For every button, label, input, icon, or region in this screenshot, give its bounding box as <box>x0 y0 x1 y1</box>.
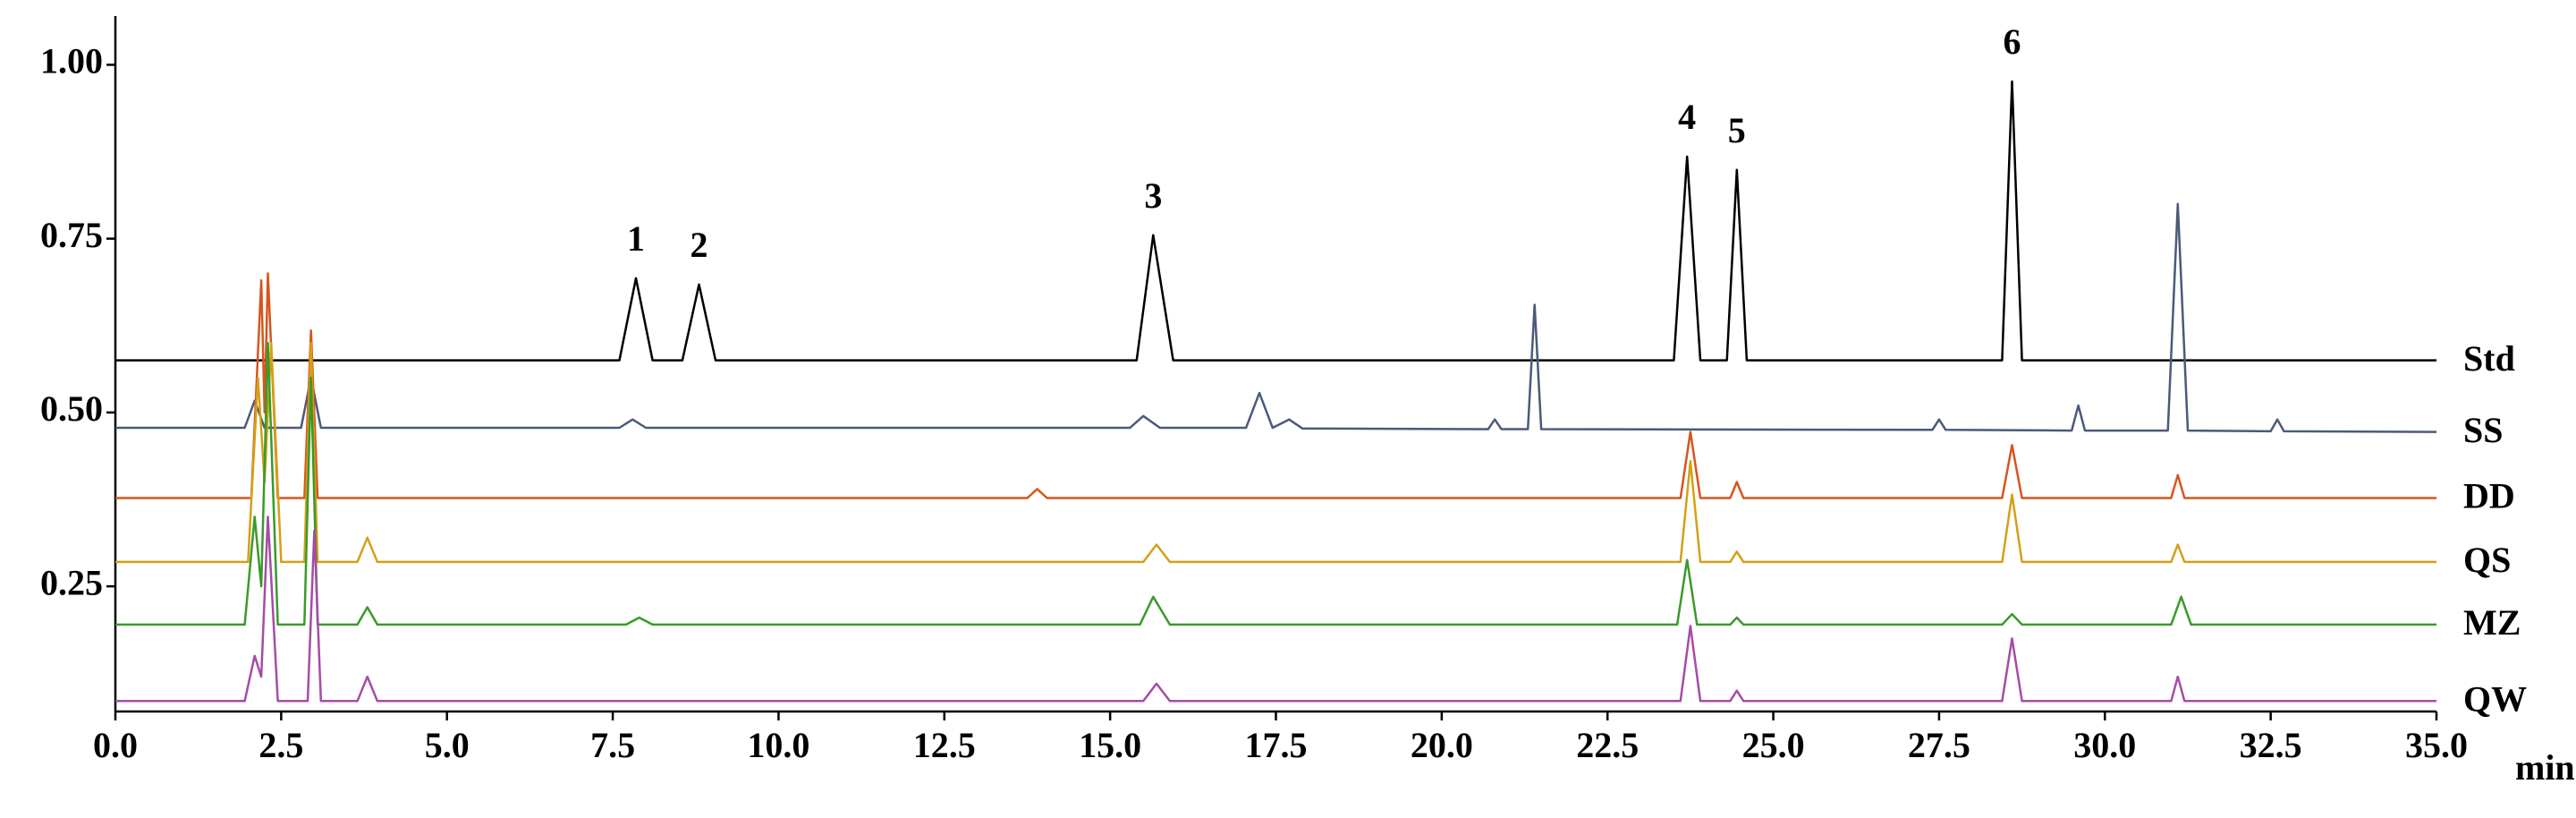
x-tick-label: 22.5 <box>1576 725 1639 765</box>
peak-label: 4 <box>1678 97 1696 137</box>
series-label: MZ <box>2463 602 2521 643</box>
x-tick-label: 7.5 <box>590 725 635 765</box>
x-tick-label: 32.5 <box>2240 725 2302 765</box>
x-tick-label: 15.0 <box>1079 725 1141 765</box>
series-label: DD <box>2463 476 2515 516</box>
series-label: QS <box>2463 540 2511 580</box>
y-tick-label: 1.00 <box>40 41 103 81</box>
series-label: SS <box>2463 410 2504 450</box>
x-tick-label: 25.0 <box>1742 725 1805 765</box>
peak-label: 2 <box>690 225 708 265</box>
peak-label: 6 <box>2003 21 2021 62</box>
peak-label: 5 <box>1728 110 1746 150</box>
x-tick-label: 12.5 <box>913 725 976 765</box>
trace <box>115 80 2436 362</box>
y-tick-label: 0.25 <box>40 562 103 602</box>
trace <box>115 516 2436 703</box>
peak-label: 3 <box>1144 175 1162 216</box>
series-label: QW <box>2463 679 2527 720</box>
y-tick-label: 0.50 <box>40 388 103 429</box>
trace <box>115 341 2436 626</box>
series-label: Std <box>2463 338 2515 379</box>
x-tick-label: 27.5 <box>1908 725 1970 765</box>
trace <box>115 341 2436 564</box>
peak-label: 1 <box>627 218 645 259</box>
x-tick-label: 2.5 <box>258 725 303 765</box>
y-tick-label: 0.75 <box>40 215 103 255</box>
x-axis-label: min <box>2515 747 2575 788</box>
x-tick-label: 20.0 <box>1411 725 1473 765</box>
trace <box>115 272 2436 499</box>
x-tick-label: 5.0 <box>425 725 470 765</box>
x-tick-label: 17.5 <box>1245 725 1308 765</box>
x-tick-label: 0.0 <box>93 725 138 765</box>
x-tick-label: 30.0 <box>2073 725 2136 765</box>
trace <box>115 202 2437 433</box>
x-tick-label: 35.0 <box>2405 725 2468 765</box>
x-tick-label: 10.0 <box>747 725 809 765</box>
